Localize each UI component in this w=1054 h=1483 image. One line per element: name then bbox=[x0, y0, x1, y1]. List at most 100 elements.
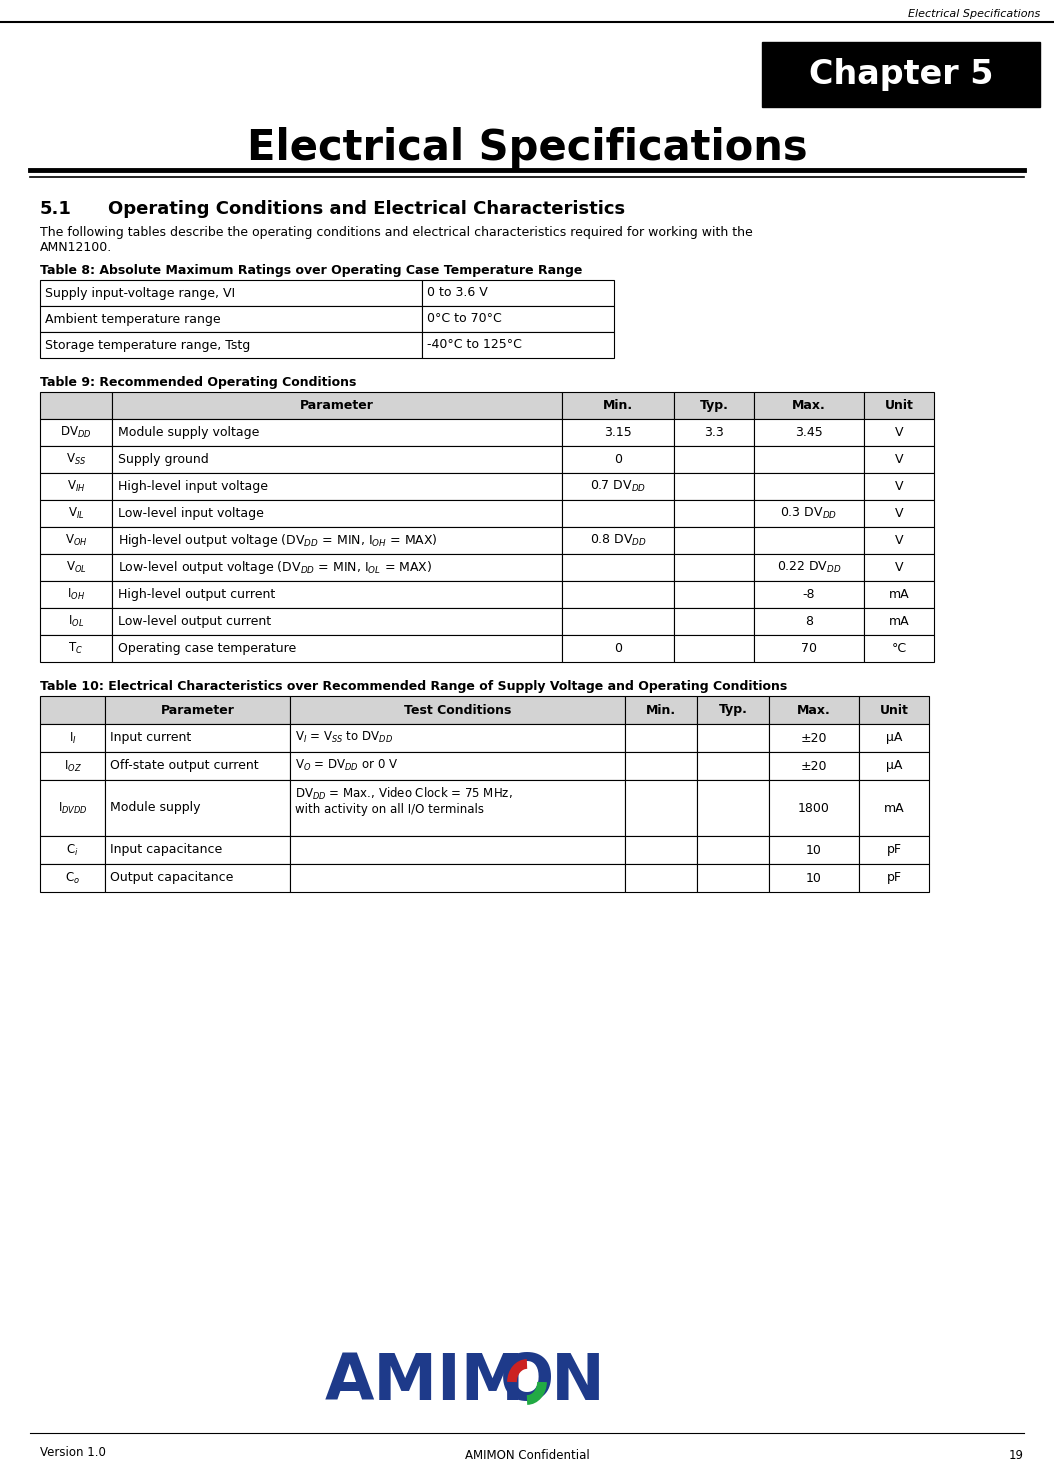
Bar bbox=[562, 473, 674, 500]
Bar bbox=[562, 446, 674, 473]
Bar bbox=[769, 724, 859, 752]
Text: 0°C to 70°C: 0°C to 70°C bbox=[427, 313, 502, 325]
Text: 3.45: 3.45 bbox=[795, 426, 823, 439]
Text: V$_{OL}$: V$_{OL}$ bbox=[65, 561, 86, 575]
Bar bbox=[40, 696, 105, 724]
Text: Min.: Min. bbox=[646, 703, 676, 716]
Bar bbox=[112, 635, 562, 661]
Text: Ambient temperature range: Ambient temperature range bbox=[45, 313, 220, 325]
Text: 0: 0 bbox=[614, 452, 622, 466]
Text: O: O bbox=[500, 1351, 554, 1413]
Text: μA: μA bbox=[885, 731, 902, 744]
Text: AMIM: AMIM bbox=[325, 1351, 525, 1413]
Bar bbox=[697, 752, 769, 780]
Text: 1800: 1800 bbox=[798, 801, 829, 814]
Bar bbox=[864, 555, 934, 581]
Bar bbox=[697, 865, 769, 891]
Bar bbox=[422, 280, 614, 305]
Text: 10: 10 bbox=[806, 872, 822, 884]
Bar bbox=[105, 780, 290, 836]
Bar bbox=[562, 392, 674, 420]
Text: V: V bbox=[895, 507, 903, 521]
Text: High-level input voltage: High-level input voltage bbox=[118, 480, 268, 492]
Text: 3.3: 3.3 bbox=[704, 426, 724, 439]
Text: Chapter 5: Chapter 5 bbox=[808, 58, 993, 90]
Text: 0.3 DV$_{DD}$: 0.3 DV$_{DD}$ bbox=[780, 506, 838, 521]
Text: Supply ground: Supply ground bbox=[118, 452, 209, 466]
Bar bbox=[859, 752, 929, 780]
Text: 0.7 DV$_{DD}$: 0.7 DV$_{DD}$ bbox=[590, 479, 646, 494]
Bar bbox=[864, 635, 934, 661]
Bar bbox=[40, 752, 105, 780]
Text: 0 to 3.6 V: 0 to 3.6 V bbox=[427, 286, 488, 300]
Bar bbox=[859, 865, 929, 891]
Bar bbox=[290, 724, 625, 752]
Text: V$_{SS}$: V$_{SS}$ bbox=[65, 452, 86, 467]
Text: 0.22 DV$_{DD}$: 0.22 DV$_{DD}$ bbox=[777, 561, 841, 575]
Bar bbox=[754, 473, 864, 500]
Bar bbox=[864, 392, 934, 420]
Bar bbox=[290, 752, 625, 780]
Bar bbox=[769, 865, 859, 891]
Bar bbox=[105, 752, 290, 780]
Text: pF: pF bbox=[886, 844, 901, 857]
Bar bbox=[674, 635, 754, 661]
Text: V: V bbox=[895, 452, 903, 466]
Bar bbox=[562, 581, 674, 608]
Bar bbox=[40, 865, 105, 891]
Bar bbox=[40, 555, 112, 581]
Bar bbox=[112, 392, 562, 420]
Bar bbox=[697, 724, 769, 752]
Bar bbox=[674, 392, 754, 420]
Text: V$_{IL}$: V$_{IL}$ bbox=[67, 506, 84, 521]
Text: DV$_{DD}$ = Max., Video Clock = 75 MHz,: DV$_{DD}$ = Max., Video Clock = 75 MHz, bbox=[295, 786, 512, 802]
Bar bbox=[40, 392, 112, 420]
Text: Operating case temperature: Operating case temperature bbox=[118, 642, 296, 655]
Bar bbox=[112, 446, 562, 473]
Bar bbox=[562, 420, 674, 446]
Bar bbox=[674, 555, 754, 581]
Text: Input current: Input current bbox=[110, 731, 191, 744]
Bar bbox=[112, 526, 562, 555]
Text: with activity on all I/O terminals: with activity on all I/O terminals bbox=[295, 802, 484, 816]
Bar bbox=[769, 836, 859, 865]
Bar bbox=[105, 724, 290, 752]
Text: V: V bbox=[895, 534, 903, 547]
Text: Unit: Unit bbox=[879, 703, 909, 716]
Bar bbox=[769, 696, 859, 724]
Bar bbox=[40, 305, 422, 332]
Text: Max.: Max. bbox=[797, 703, 831, 716]
Bar bbox=[754, 392, 864, 420]
Bar bbox=[769, 752, 859, 780]
Bar bbox=[754, 526, 864, 555]
Bar bbox=[562, 635, 674, 661]
Text: C$_{i}$: C$_{i}$ bbox=[66, 842, 79, 857]
Bar bbox=[864, 581, 934, 608]
Bar bbox=[290, 836, 625, 865]
Text: mA: mA bbox=[883, 801, 904, 814]
Text: Max.: Max. bbox=[793, 399, 826, 412]
Bar bbox=[40, 608, 112, 635]
Bar bbox=[40, 446, 112, 473]
Text: V: V bbox=[895, 426, 903, 439]
Text: T$_{C}$: T$_{C}$ bbox=[69, 641, 83, 655]
Bar bbox=[105, 836, 290, 865]
Text: AMN12100.: AMN12100. bbox=[40, 242, 112, 254]
Text: High-level output voltage (DV$_{DD}$ = MIN, I$_{OH}$ = MAX): High-level output voltage (DV$_{DD}$ = M… bbox=[118, 532, 437, 549]
Bar bbox=[754, 420, 864, 446]
Bar bbox=[422, 332, 614, 357]
Bar bbox=[290, 865, 625, 891]
Bar bbox=[762, 42, 1040, 107]
Text: I$_{DVDD}$: I$_{DVDD}$ bbox=[58, 801, 87, 816]
Text: mA: mA bbox=[889, 615, 910, 627]
Text: Off-state output current: Off-state output current bbox=[110, 759, 258, 773]
Text: μA: μA bbox=[885, 759, 902, 773]
Text: Version 1.0: Version 1.0 bbox=[40, 1446, 105, 1459]
Text: mA: mA bbox=[889, 587, 910, 601]
Bar bbox=[290, 696, 625, 724]
Bar bbox=[40, 420, 112, 446]
Text: High-level output current: High-level output current bbox=[118, 587, 275, 601]
Text: Typ.: Typ. bbox=[700, 399, 728, 412]
Bar bbox=[40, 473, 112, 500]
Bar bbox=[625, 836, 697, 865]
